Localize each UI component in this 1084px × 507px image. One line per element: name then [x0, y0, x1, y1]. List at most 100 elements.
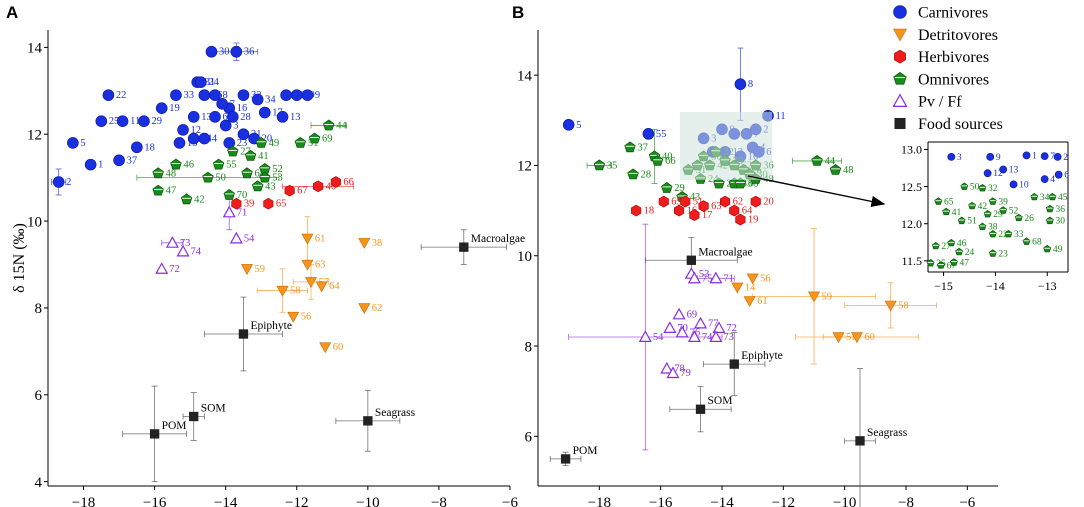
- point-food-sources: [189, 412, 198, 421]
- point-omnivores: [625, 142, 635, 152]
- point-label: 63: [315, 260, 326, 271]
- point-omnivores: [181, 194, 191, 204]
- legend-label: Detritovores: [918, 27, 998, 44]
- point-label: 9: [315, 90, 320, 101]
- point-label: 62: [372, 303, 383, 314]
- point-label: 26: [1024, 214, 1034, 224]
- x-tick-label: −6: [502, 495, 518, 507]
- point-label: 40: [326, 181, 337, 192]
- legend-marker: [894, 118, 905, 129]
- point-label: 29: [151, 116, 162, 127]
- point-herbivores: [313, 181, 323, 192]
- point-label: 54: [244, 233, 255, 244]
- point-carnivores: [195, 77, 206, 88]
- point-omnivores: [628, 169, 639, 179]
- point-carnivores: [156, 103, 167, 114]
- x-tick-label: −18: [72, 495, 95, 507]
- point-carnivores: [67, 137, 78, 148]
- food-source-label: Seagrass: [375, 407, 416, 419]
- point-carnivores: [735, 79, 746, 90]
- point-carnivores: [199, 133, 210, 144]
- point-food-sources: [561, 454, 570, 463]
- point-food-sources: [687, 256, 696, 265]
- point-label: 66: [665, 156, 676, 167]
- legend-marker: [894, 72, 906, 84]
- zoom-region: [680, 112, 772, 180]
- point-label: 14: [745, 282, 756, 293]
- point-label: 49: [1053, 245, 1063, 255]
- point-label: 49: [269, 138, 280, 149]
- point-herbivores: [720, 196, 730, 207]
- point-label: 28: [641, 169, 652, 180]
- point-label: 59: [255, 264, 266, 275]
- point-label: 50: [970, 183, 980, 193]
- point-food-sources: [363, 416, 372, 425]
- point-omnivores: [662, 183, 672, 193]
- point-label: 50: [215, 173, 226, 184]
- point-carnivores: [984, 170, 991, 177]
- point-label: 41: [952, 208, 962, 218]
- point-label: 42: [978, 202, 988, 212]
- point-food-sources: [855, 436, 864, 445]
- y-tick-label: 10: [517, 249, 532, 265]
- point-herbivores: [285, 185, 295, 196]
- point-pvff: [231, 233, 242, 243]
- food-source-label: Epiphyte: [741, 350, 783, 362]
- point-herbivores: [751, 196, 761, 207]
- point-label: 27: [240, 147, 251, 158]
- y-tick-label: 4: [35, 475, 43, 491]
- point-omnivores: [153, 168, 164, 178]
- point-pvff: [640, 332, 651, 342]
- point-label: 32: [988, 184, 998, 194]
- point-label: 20: [763, 197, 774, 208]
- point-label: 10: [1019, 180, 1029, 190]
- food-source-label: SOM: [201, 403, 226, 415]
- point-carnivores: [291, 90, 302, 101]
- point-food-sources: [459, 242, 468, 251]
- point-label: 4: [1050, 175, 1055, 185]
- point-label: 71: [237, 207, 248, 218]
- point-label: 41: [258, 151, 269, 162]
- point-label: 79: [680, 368, 691, 379]
- point-label: 5: [576, 120, 581, 131]
- x-tick-label: −10: [833, 495, 856, 507]
- point-carnivores: [1000, 166, 1007, 173]
- point-label: 43: [265, 181, 276, 192]
- point-label: 74: [191, 246, 202, 257]
- point-label: 1: [1032, 151, 1037, 161]
- y-tick-label: 6: [35, 388, 43, 404]
- point-herbivores: [699, 201, 709, 212]
- point-label: 30: [1055, 217, 1065, 227]
- point-label: 61: [315, 233, 326, 244]
- legend-label: Pv / Ff: [918, 94, 962, 111]
- point-detritovores: [833, 333, 844, 343]
- point-carnivores: [174, 137, 185, 148]
- point-carnivores: [210, 111, 221, 122]
- point-label: 39: [998, 197, 1008, 207]
- point-detritovores: [359, 304, 370, 314]
- point-detritovores: [359, 238, 370, 248]
- point-omnivores: [153, 185, 164, 195]
- point-label: 72: [169, 264, 180, 275]
- point-label: 65: [944, 197, 954, 207]
- x-tick-label: −12: [285, 495, 308, 507]
- point-herbivores: [631, 205, 641, 216]
- point-carnivores: [238, 90, 249, 101]
- point-label: 51: [967, 217, 977, 227]
- legend-marker: [894, 6, 907, 19]
- point-label: 33: [1014, 230, 1024, 240]
- point-pvff: [167, 237, 178, 247]
- point-carnivores: [1023, 152, 1030, 159]
- point-label: 60: [333, 342, 344, 353]
- point-carnivores: [178, 124, 189, 135]
- point-label: 73: [180, 238, 191, 249]
- point-label: 28: [240, 112, 251, 123]
- point-label: 18: [644, 206, 655, 217]
- point-label: 35: [607, 160, 618, 171]
- point-label: 19: [304, 90, 315, 101]
- food-source-label: Macroalgae: [698, 246, 752, 258]
- point-detritovores: [744, 296, 755, 306]
- point-herbivores: [736, 214, 746, 225]
- legend-label: Food sources: [918, 116, 1003, 133]
- point-label: 19: [748, 215, 759, 226]
